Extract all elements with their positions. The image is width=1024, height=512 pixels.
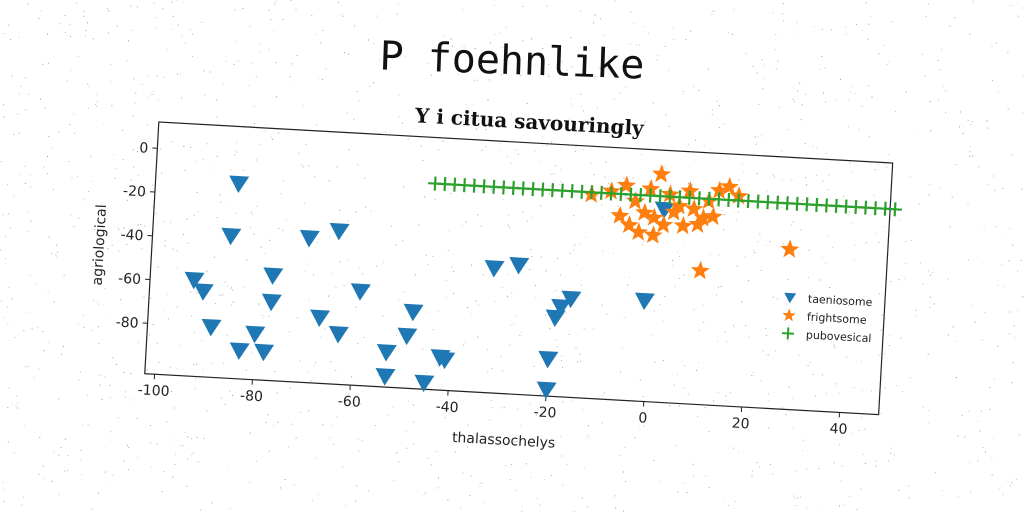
data-point <box>193 283 214 301</box>
data-point <box>229 175 250 194</box>
series-pubovesical <box>428 176 903 217</box>
data-point <box>643 225 663 244</box>
data-point <box>654 201 675 220</box>
data-point <box>551 298 572 317</box>
data-point <box>635 202 655 222</box>
data-point <box>626 191 645 210</box>
data-point <box>641 179 661 198</box>
plot-frame <box>144 121 894 416</box>
data-point <box>403 303 424 322</box>
data-point <box>619 215 639 234</box>
x-tick-label: 20 <box>731 415 750 432</box>
y-tick-label: 0 <box>139 140 149 156</box>
data-point <box>329 222 350 241</box>
data-point <box>644 207 664 227</box>
data-point <box>673 215 693 235</box>
data-point <box>690 260 710 280</box>
data-point <box>184 271 205 290</box>
legend-marker <box>781 327 795 340</box>
data-marks <box>184 164 903 399</box>
legend-item: frightsome <box>782 308 867 327</box>
data-point <box>887 202 903 217</box>
data-point <box>229 342 250 360</box>
data-point <box>664 202 684 221</box>
legend-item: pubovesical <box>781 327 872 345</box>
data-point <box>310 309 331 328</box>
data-point <box>780 239 800 258</box>
y-tick-label: -60 <box>118 271 142 288</box>
plot-group: Y i citua savouringly 0-20-40-60-80 -100… <box>90 103 903 452</box>
data-point <box>654 214 674 234</box>
x-tick-label: -60 <box>337 393 361 410</box>
data-point <box>634 292 655 311</box>
x-tick-label: -80 <box>240 388 264 405</box>
data-point <box>629 222 649 241</box>
data-point <box>263 267 284 285</box>
data-point <box>299 229 320 248</box>
series-taeniosome <box>184 175 675 399</box>
legend-marker <box>782 308 796 322</box>
data-point <box>538 350 559 369</box>
y-axis: 0 -20 -40 -60 -80 <box>115 140 158 332</box>
data-point <box>221 227 242 246</box>
legend-label: pubovesical <box>806 328 872 345</box>
data-point <box>435 351 456 370</box>
data-point <box>684 199 704 218</box>
data-point <box>509 257 530 275</box>
data-point <box>484 260 505 278</box>
x-tick-label: -40 <box>435 399 459 416</box>
data-point <box>652 164 672 183</box>
data-point <box>536 381 557 399</box>
data-point <box>245 325 266 344</box>
data-point <box>710 180 730 200</box>
data-point <box>375 368 396 386</box>
legend-item: taeniosome <box>784 292 873 310</box>
data-point <box>376 343 397 362</box>
data-point <box>261 293 282 312</box>
data-point <box>414 374 435 393</box>
legend-label: taeniosome <box>808 293 873 310</box>
data-point <box>680 181 700 200</box>
data-point <box>688 214 708 233</box>
data-point <box>561 290 582 309</box>
data-point <box>703 206 723 226</box>
y-tick-label: -20 <box>123 183 147 200</box>
data-point <box>610 205 630 225</box>
y-tick-label: -40 <box>120 227 144 244</box>
data-point <box>254 343 275 362</box>
y-tick-label: -80 <box>115 315 139 332</box>
legend-marker <box>784 292 797 304</box>
data-point <box>328 325 349 344</box>
x-axis: -100 -80 -60 -40 -20 0 20 40 <box>137 374 848 438</box>
y-axis-label: agriological <box>90 204 111 286</box>
data-point <box>350 283 371 301</box>
x-tick-label: 40 <box>829 421 848 438</box>
x-tick-label: -100 <box>137 382 170 400</box>
x-axis-label: thalassochelys <box>452 430 556 452</box>
x-tick-label: 0 <box>638 410 648 426</box>
legend-label: frightsome <box>807 311 868 327</box>
x-tick-label: -20 <box>533 404 557 421</box>
data-point <box>720 176 740 196</box>
data-point <box>397 327 418 346</box>
data-point <box>201 318 222 337</box>
